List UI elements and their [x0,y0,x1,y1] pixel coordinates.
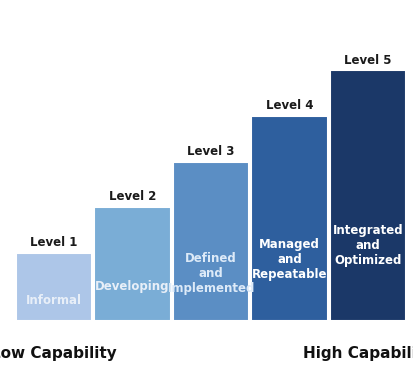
Bar [95,207,171,321]
Bar [16,253,92,321]
Text: Level 2: Level 2 [109,191,156,204]
Text: Developing: Developing [95,280,170,293]
Text: High Capability: High Capability [303,346,413,361]
Text: Level 4: Level 4 [266,99,313,112]
Text: Level 5: Level 5 [344,54,392,66]
Text: Integrated
and
Optimized: Integrated and Optimized [333,224,404,268]
Bar [173,161,249,321]
Text: Low Capability: Low Capability [0,346,117,361]
Text: Managed
and
Repeatable: Managed and Repeatable [252,238,328,281]
Text: Level 3: Level 3 [188,145,235,158]
Text: Level 1: Level 1 [30,236,78,249]
Bar [330,70,406,321]
Text: Informal: Informal [26,294,82,307]
Text: Defined
and
Implemented: Defined and Implemented [167,252,255,295]
Bar [252,116,328,321]
